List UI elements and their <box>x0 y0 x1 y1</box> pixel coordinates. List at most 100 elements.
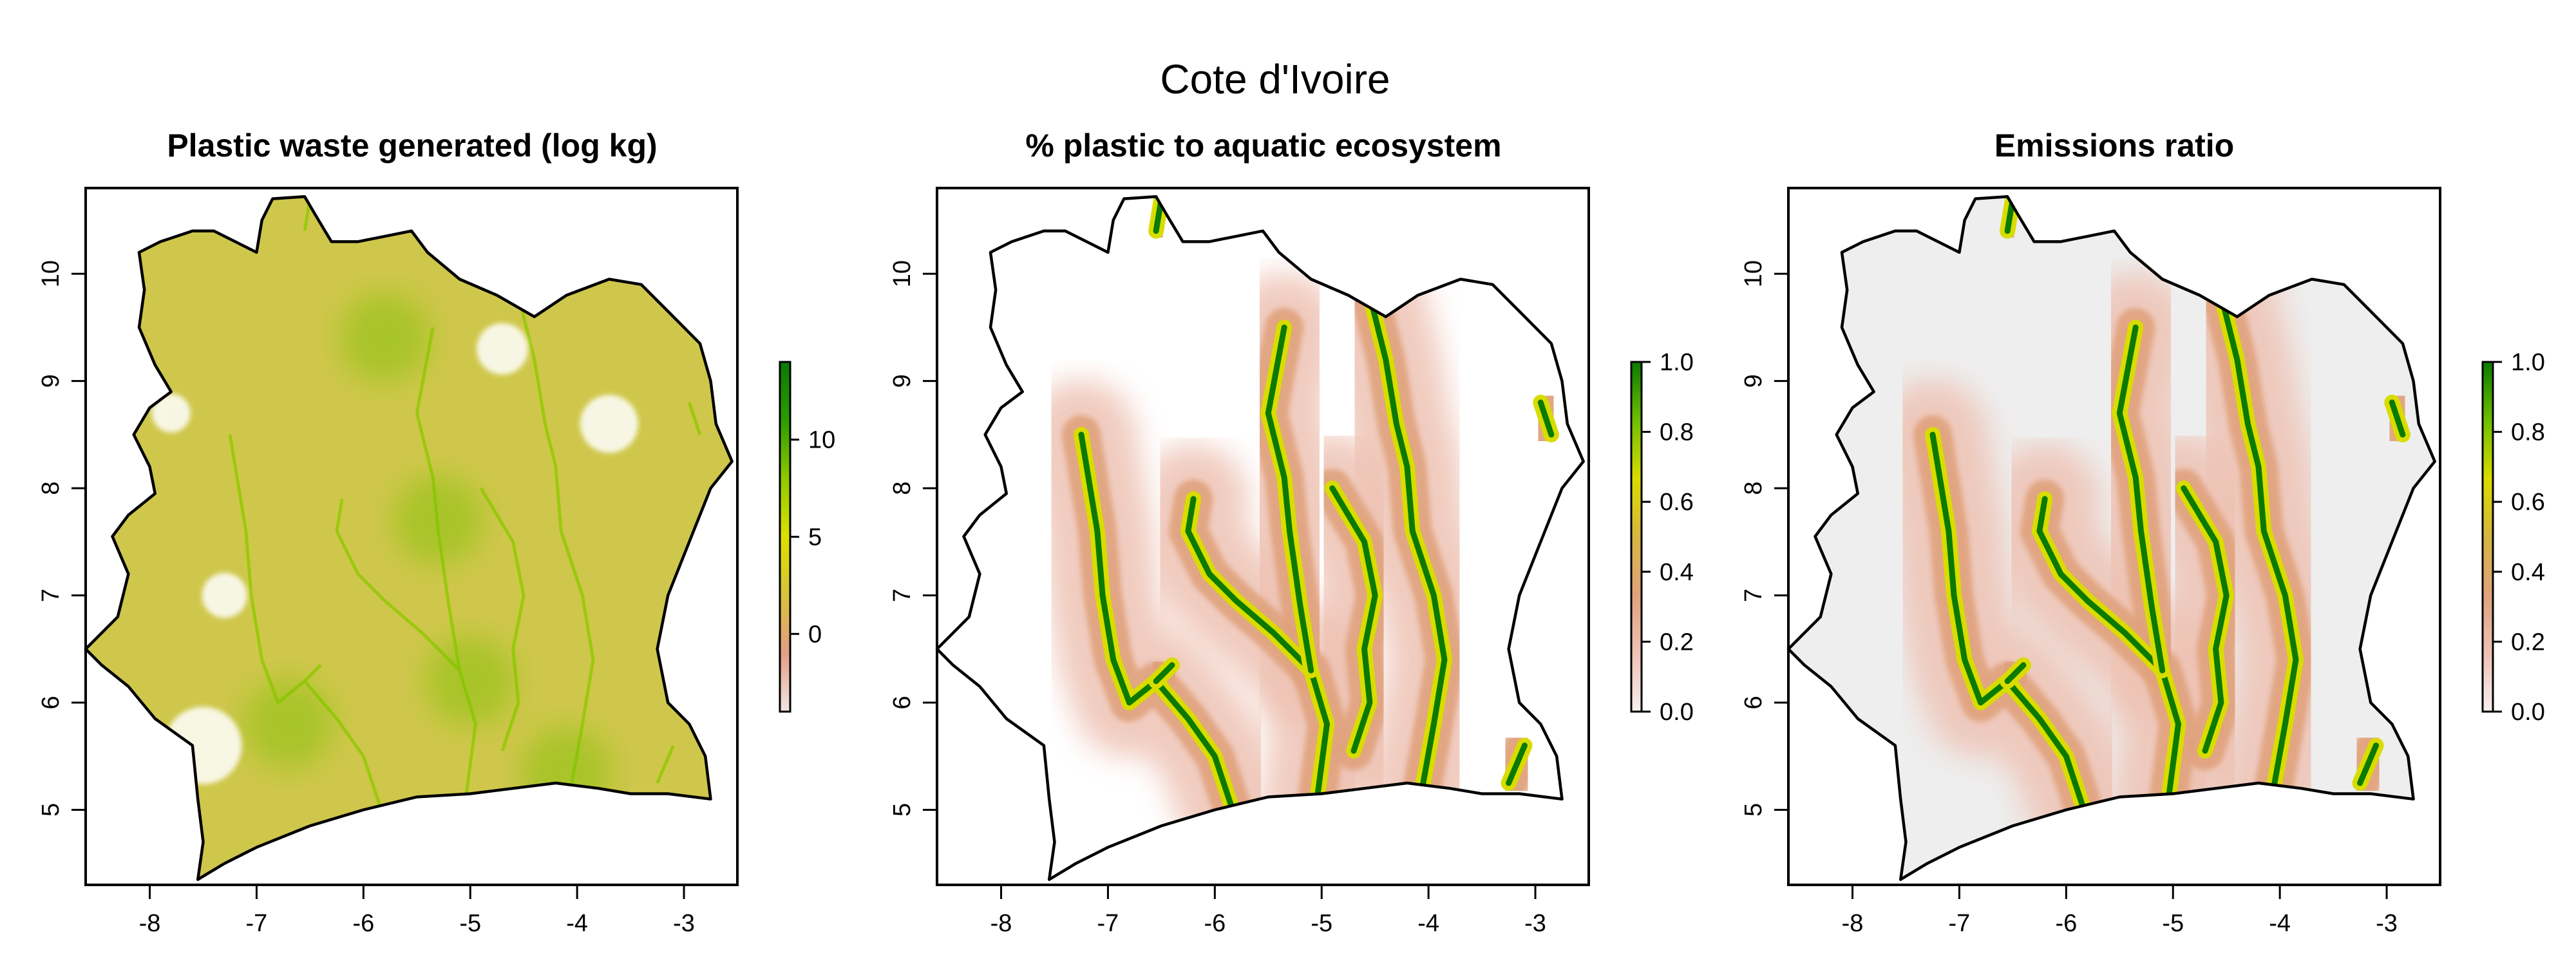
colorbar: 0.0 0.2 0.4 0.6 0.8 1.0 <box>1630 349 1694 726</box>
x-tick-label: -5 <box>2162 910 2184 937</box>
river-line <box>2036 496 2181 808</box>
colorbar: 0.0 0.2 0.4 0.6 0.8 1.0 <box>2481 349 2545 726</box>
y-tick-label: 10 <box>37 260 64 287</box>
nodata-patch <box>202 573 247 618</box>
y-axis: 5 6 7 8 9 10 <box>37 260 86 817</box>
river-line <box>1537 399 1555 438</box>
y-tick-label: 7 <box>1740 589 1767 602</box>
y-axis: 5 6 7 8 9 10 <box>889 260 937 817</box>
x-tick-label: -4 <box>2269 910 2291 937</box>
panel-aquatic-share: % plastic to aquatic ecosystem -8 -7 -6 -5-… <box>889 128 1694 937</box>
colorbar-tick-label: 0.0 <box>2511 699 2545 726</box>
colorbar-tick-label: 0.8 <box>1660 419 1694 446</box>
road-line <box>228 434 381 805</box>
y-tick-label: 7 <box>889 589 916 602</box>
river-line <box>1078 431 1234 808</box>
colorbar-tick-label: 1.0 <box>2511 349 2545 376</box>
panel-title: % plastic to aquatic ecosystem <box>1025 128 1501 164</box>
x-tick-label: -3 <box>1524 910 1546 937</box>
river-line <box>1265 324 1314 674</box>
colorbar-tick-label: 0.0 <box>1660 699 1694 726</box>
colorbar-tick-label: 10 <box>808 427 835 454</box>
rivers <box>1925 196 2410 813</box>
y-tick-label: 10 <box>889 260 916 287</box>
y-tick-label: 9 <box>889 374 916 388</box>
y-tick-label: 7 <box>37 589 64 602</box>
urban-area <box>243 679 334 770</box>
x-tick-label: -6 <box>352 910 374 937</box>
road-network <box>151 198 702 818</box>
y-tick-label: 9 <box>1740 374 1767 388</box>
x-tick-label: -4 <box>566 910 588 937</box>
x-tick-label: -8 <box>139 910 161 937</box>
colorbar-tick-label: 5 <box>808 524 822 551</box>
x-tick-label: -7 <box>246 910 268 937</box>
nodata-patch <box>151 393 191 433</box>
road-line <box>516 294 595 784</box>
y-tick-label: 6 <box>889 696 916 709</box>
plot-frame <box>936 187 1590 886</box>
x-tick-label: -5 <box>459 910 481 937</box>
x-tick-label: -3 <box>673 910 695 937</box>
urban-area <box>425 636 516 726</box>
river-line <box>1153 662 1175 685</box>
y-tick-label: 9 <box>37 374 64 388</box>
river-line <box>2116 324 2166 674</box>
y-tick-label: 6 <box>1740 696 1767 709</box>
colorbar-tick-label: 0.8 <box>2511 419 2545 446</box>
urban-area <box>393 475 484 566</box>
road-line <box>687 402 702 435</box>
map-layer <box>1786 195 2436 881</box>
x-tick-label: -4 <box>1417 910 1439 937</box>
road-line <box>303 664 322 683</box>
x-axis: -8 -7 -6 -5 -4 -3 <box>1842 885 2398 937</box>
river-line <box>1367 292 1448 786</box>
urban-area <box>521 727 612 818</box>
figure-title: Cote d'Ivoire <box>1160 56 1390 102</box>
colorbar-tick-label: 1.0 <box>1660 349 1694 376</box>
x-tick-label: -3 <box>2376 910 2398 937</box>
panel-emissions-ratio: Emissions ratio -8 -7 -6 -5 -4 -3 5 6 7 8 9 10 0.0… <box>1740 128 2545 937</box>
river-line <box>2004 662 2027 685</box>
river-line <box>2218 292 2299 786</box>
country-outline <box>935 195 1585 881</box>
colorbar-ramp <box>2481 361 2494 713</box>
colorbar: 0 5 10 <box>779 361 835 713</box>
river-line <box>1329 485 1378 754</box>
y-axis: 5 6 7 8 9 10 <box>1740 260 1788 817</box>
rivers <box>1074 196 1559 813</box>
colorbar-ramp <box>1630 361 1643 713</box>
river-line <box>2389 399 2406 438</box>
x-tick-label: -7 <box>1949 910 1971 937</box>
road-line <box>479 487 526 752</box>
plot-frame <box>84 187 739 886</box>
x-tick-label: -8 <box>990 910 1012 937</box>
river-line <box>2357 743 2379 786</box>
road-line <box>656 744 675 784</box>
colorbar-tick-label: 0.2 <box>1660 629 1694 656</box>
x-axis: -8 -7 -6 -5 -4 -3 <box>990 885 1546 937</box>
y-tick-label: 5 <box>1740 803 1767 817</box>
colorbar-tick-label: 0.4 <box>1660 559 1694 586</box>
x-tick-label: -7 <box>1097 910 1119 937</box>
river-line <box>2181 485 2230 754</box>
panel-plastic-waste: Plastic waste generated (log kg) -8 -7 -6-… <box>37 128 835 937</box>
nodata-patch <box>164 706 242 784</box>
map-layer <box>84 195 734 881</box>
colorbar-tick-label: 0.2 <box>2511 629 2545 656</box>
y-tick-label: 5 <box>889 803 916 817</box>
colorbar-tick-label: 0.6 <box>2511 489 2545 516</box>
colorbar-tick-label: 0.4 <box>2511 559 2545 586</box>
colorbar-tick-label: 0.6 <box>1660 489 1694 516</box>
country-outline <box>1786 195 2436 881</box>
panel-title: Emissions ratio <box>1994 128 2234 164</box>
y-tick-label: 8 <box>1740 482 1767 495</box>
x-tick-label: -5 <box>1311 910 1332 937</box>
colorbar-tick-label: 0 <box>808 621 822 648</box>
plot-frame <box>1787 187 2441 886</box>
y-tick-label: 6 <box>37 696 64 709</box>
country-outline <box>84 195 734 881</box>
x-tick-label: -6 <box>1204 910 1226 937</box>
y-tick-label: 10 <box>1740 260 1767 287</box>
